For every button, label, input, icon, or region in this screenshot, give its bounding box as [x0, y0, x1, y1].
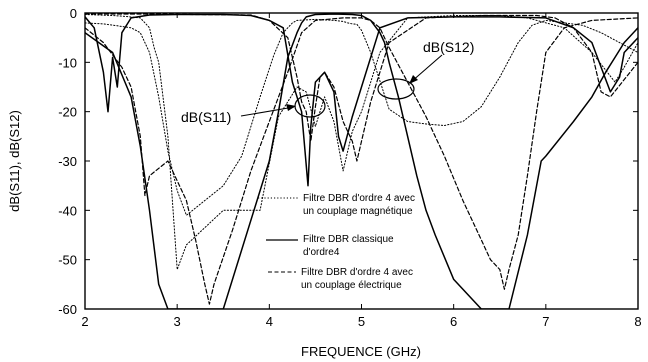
y-axis-title: dB(S11), dB(S12)	[7, 110, 22, 212]
annotation-s12-ellipse	[377, 78, 415, 100]
legend-label-electrique-line1: Filtre DBR d'ordre 4 avec	[301, 267, 413, 278]
annotation-s12-arrowhead	[409, 75, 418, 84]
annotation-s12-label: dB(S12)	[423, 39, 474, 55]
y-tick-label: -40	[58, 203, 77, 218]
legend-label-magnetique-line2: un couplage magnétique	[303, 206, 413, 217]
y-tick-label: -30	[58, 154, 77, 169]
y-tick-label: -50	[58, 253, 77, 268]
y-tick-label: -10	[58, 55, 77, 70]
x-tick-label: 8	[634, 314, 641, 329]
legend-item-electrique: Filtre DBR d'ordre 4 avec un couplage él…	[268, 267, 413, 291]
annotation-s11-label: dB(S11)	[181, 109, 231, 125]
legend-label-magnetique-line1: Filtre DBR d'ordre 4 avec	[303, 193, 415, 204]
y-tick-label: -60	[58, 302, 77, 317]
ticks-layer: 2 3 4 5 6 7 8 0 -10 -20 -30 -40 -50 -60	[58, 6, 641, 329]
y-tick-label: 0	[70, 6, 77, 21]
legend: Filtre DBR d'ordre 4 avec un couplage ma…	[258, 193, 415, 291]
annotation-s12-arrow	[410, 54, 443, 83]
series-2-s12-line	[85, 17, 638, 305]
x-tick-label: 7	[542, 314, 549, 329]
legend-item-magnetique: Filtre DBR d'ordre 4 avec un couplage ma…	[258, 193, 415, 217]
series-2-s11-line	[85, 13, 638, 162]
annotation-s11: dB(S11)	[181, 94, 326, 125]
annotation-s11-arrowhead	[286, 104, 296, 111]
legend-label-classique-line2: d'ordre4	[303, 247, 340, 258]
x-tick-label: 3	[174, 314, 181, 329]
annotation-s11-arrow	[240, 106, 295, 117]
legend-label-classique-line1: Filtre DBR classique	[303, 234, 394, 245]
y-tick-label: -20	[58, 105, 77, 120]
series-0-s12-line	[85, 18, 638, 216]
x-tick-label: 6	[450, 314, 457, 329]
annotation-s12: dB(S12)	[377, 39, 474, 100]
legend-item-classique: Filtre DBR classique d'ordre4	[266, 234, 394, 258]
legend-label-electrique-line2: un couplage électrique	[301, 280, 402, 291]
x-tick-label: 5	[358, 314, 365, 329]
x-tick-label: 2	[81, 314, 88, 329]
x-tick-label: 4	[266, 314, 273, 329]
x-axis-title: FREQUENCE (GHz)	[301, 344, 421, 359]
curves-layer	[85, 13, 638, 309]
series-1-s12-line	[85, 13, 638, 309]
